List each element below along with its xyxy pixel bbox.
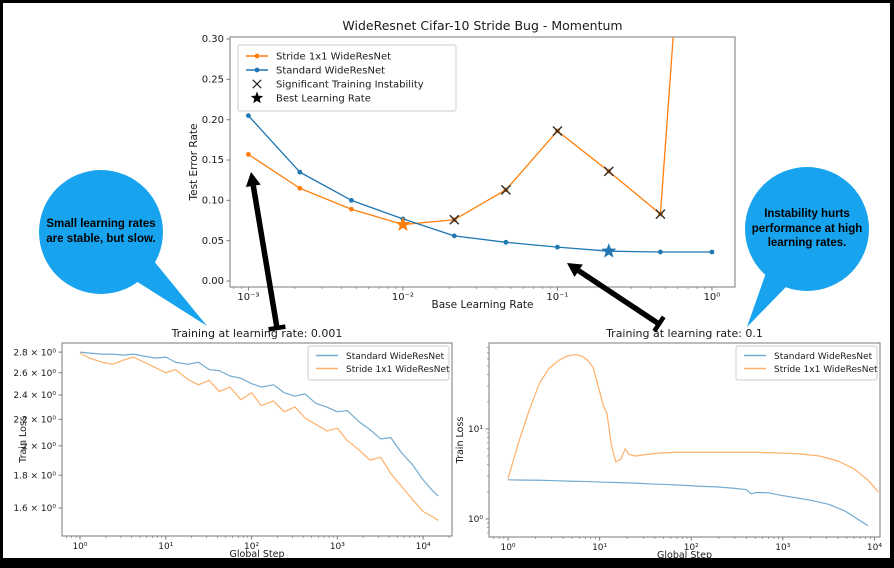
svg-text:0.10: 0.10 [202, 196, 224, 207]
svg-text:0.05: 0.05 [202, 236, 224, 247]
svg-text:10⁰: 10⁰ [468, 515, 483, 525]
svg-text:Standard WideResNet: Standard WideResNet [774, 352, 873, 362]
svg-text:10³: 10³ [775, 543, 790, 553]
svg-text:0.25: 0.25 [202, 75, 224, 86]
svg-text:Best Learning Rate: Best Learning Rate [276, 93, 371, 104]
svg-text:0.20: 0.20 [202, 115, 224, 126]
svg-text:Standard WideResNet: Standard WideResNet [346, 352, 445, 362]
svg-text:10⁰: 10⁰ [500, 543, 515, 553]
frame-border-top [0, 0, 894, 3]
svg-text:10¹: 10¹ [592, 543, 607, 553]
svg-text:Stride 1x1 WideResNet: Stride 1x1 WideResNet [774, 365, 878, 375]
arrow-to-low-learning-rate-point [245, 172, 286, 332]
svg-text:10⁻¹: 10⁻¹ [546, 292, 568, 303]
frame-border-bottom [0, 558, 894, 568]
svg-text:10¹: 10¹ [468, 425, 483, 435]
svg-text:Global Step: Global Step [230, 549, 285, 560]
svg-text:Base Learning Rate: Base Learning Rate [432, 299, 534, 311]
svg-text:0.15: 0.15 [202, 155, 224, 166]
legend: Stride 1x1 WideResNet Standard WideResNet… [237, 44, 457, 112]
svg-text:Standard WideResNet: Standard WideResNet [276, 65, 385, 76]
svg-text:10⁴: 10⁴ [416, 542, 431, 552]
callout-text-right: Instability hurts performance at high le… [751, 207, 863, 250]
svg-text:2.4 × 10⁰: 2.4 × 10⁰ [13, 391, 56, 401]
series-standard-wideresnet [246, 113, 715, 255]
svg-text:10⁴: 10⁴ [867, 543, 882, 553]
svg-text:Train Loss: Train Loss [455, 417, 466, 465]
svg-text:0.00: 0.00 [202, 276, 224, 287]
bottom-left-chart: 10⁰ 10¹ 10² 10³ 10⁴ Global Step 1.6 × 10⁰ 1.8 ×… [13, 327, 453, 560]
bubble-tails [132, 258, 790, 327]
y-axis: 1.6 × 10⁰ 1.8 × 10⁰ 2 × 10⁰ 2.2 × 10⁰ 2.4 × … [13, 348, 62, 514]
legend: Standard WideResNet Stride 1x1 WideResNet [307, 345, 450, 381]
svg-text:Global Step: Global Step [657, 550, 712, 561]
svg-text:10³: 10³ [330, 542, 345, 552]
best-lr-stars [395, 216, 617, 258]
svg-text:10⁰: 10⁰ [72, 542, 87, 552]
svg-text:10⁻³: 10⁻³ [237, 292, 259, 303]
svg-text:Stride 1x1 WideResNet: Stride 1x1 WideResNet [276, 51, 391, 62]
svg-text:2.6 × 10⁰: 2.6 × 10⁰ [13, 369, 56, 379]
svg-text:0.30: 0.30 [202, 34, 224, 45]
svg-text:Significant Training Instabili: Significant Training Instability [276, 79, 424, 90]
svg-text:10²: 10² [684, 543, 699, 553]
svg-text:10²: 10² [244, 542, 259, 552]
svg-text:1.8 × 10⁰: 1.8 × 10⁰ [13, 471, 56, 481]
svg-text:10⁰: 10⁰ [704, 292, 721, 303]
svg-text:Train Loss: Train Loss [18, 416, 29, 464]
svg-text:Stride 1x1 WideResNet: Stride 1x1 WideResNet [346, 365, 450, 375]
y-axis: 0.00 0.05 0.10 0.15 0.20 0.25 0.30 Test Error R… [188, 34, 230, 287]
svg-text:2.2 × 10⁰: 2.2 × 10⁰ [13, 415, 56, 425]
series-stride-1x1-wideresnet [79, 352, 439, 521]
callout-bubble-instability: Instability hurts performance at high le… [745, 167, 869, 291]
callout-bubble-small-learning-rates: Small learning rates are stable, but slo… [39, 170, 163, 294]
svg-text:WideResnet Cifar-10 Stride Bug: WideResnet Cifar-10 Stride Bug - Momentu… [342, 18, 622, 33]
series-stride-1x1-wideresnet [246, 37, 674, 227]
callout-text-left: Small learning rates are stable, but slo… [46, 218, 156, 245]
svg-text:2.8 × 10⁰: 2.8 × 10⁰ [13, 348, 56, 358]
x-axis: 10⁰ 10¹ 10² 10³ 10⁴ Global Step [493, 537, 882, 561]
svg-text:1.6 × 10⁰: 1.6 × 10⁰ [13, 504, 56, 514]
svg-text:10⁻²: 10⁻² [392, 292, 414, 303]
x-axis: 10⁰ 10¹ 10² 10³ 10⁴ Global Step [66, 536, 450, 560]
frame-border-left [0, 0, 3, 568]
series-standard-wideresnet [508, 479, 869, 527]
x-axis: 10⁻³ 10⁻² 10⁻¹ 10⁰ Base Learning Rate [233, 287, 720, 311]
svg-text:2 × 10⁰: 2 × 10⁰ [22, 442, 56, 452]
series-standard-wideresnet [79, 351, 439, 497]
instability-markers [449, 125, 666, 225]
frame-border-right [890, 0, 894, 568]
svg-text:10¹: 10¹ [158, 542, 173, 552]
svg-text:Training at learning rate: 0.1: Training at learning rate: 0.1 [605, 327, 763, 340]
series-stride-1x1-wideresnet [507, 353, 879, 493]
svg-text:Training at learning rate: 0.0: Training at learning rate: 0.001 [171, 327, 343, 340]
arrow-to-high-learning-rate-point [567, 263, 666, 333]
svg-text:Test Error Rate: Test Error Rate [188, 123, 200, 201]
legend: Standard WideResNet Stride 1x1 WideResNet [735, 345, 878, 381]
